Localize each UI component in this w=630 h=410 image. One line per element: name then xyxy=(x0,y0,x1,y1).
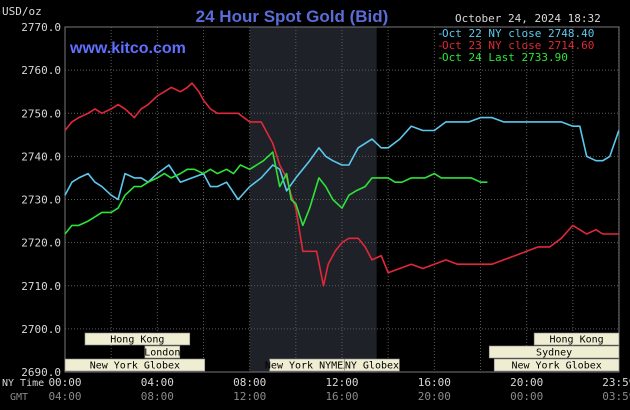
website-watermark: www.kitco.com xyxy=(69,40,186,57)
y-axis-unit: USD/oz xyxy=(2,5,42,18)
x-tick-label-gmt: 20:00 xyxy=(418,390,451,403)
grid-layer xyxy=(64,26,620,373)
market-session-0: Hong Kong xyxy=(84,332,191,346)
market-session-label: New York Globex xyxy=(90,361,180,372)
legend-entry-oct22: Oct 22 NY close 2748.40 xyxy=(442,27,594,40)
x-tick-label-ny: 20:00 xyxy=(510,376,543,389)
series-line-oct24 xyxy=(64,151,488,235)
market-session-box xyxy=(84,332,191,346)
x-tick-label-ny: 23:59 xyxy=(602,376,630,389)
x-tick-label-gmt: 04:00 xyxy=(48,390,81,403)
series-line-oct22 xyxy=(64,116,620,201)
ny-time-row-label: NY Time xyxy=(2,378,44,389)
y-tick-labels: 2690.0 2700.0 2710.0 2720.0 2730.0 2740.0 2750… xyxy=(21,21,61,379)
x-tick-labels: 00:0004:0004:0008:0008:0012:0012:0016:00… xyxy=(48,376,630,403)
market-session-label: Hong Kong xyxy=(549,335,603,346)
market-session-label: NY Globex xyxy=(345,361,399,372)
x-tick-label-ny: 04:00 xyxy=(141,376,174,389)
plot-frame xyxy=(64,26,620,373)
y-tick-label: 2700.0 xyxy=(21,323,61,336)
legend-entry-oct24: Oct 24 Last 2733.90 xyxy=(442,51,568,64)
x-tick-label-gmt: 08:00 xyxy=(141,390,174,403)
y-tick-label: 2720.0 xyxy=(21,237,61,250)
y-tick-label: 2740.0 xyxy=(21,150,61,163)
x-tick-label-gmt: 12:00 xyxy=(233,390,266,403)
y-tick-label: 2730.0 xyxy=(21,194,61,207)
market-session-box xyxy=(144,345,181,359)
series-layer xyxy=(64,82,620,287)
y-tick-label: 2760.0 xyxy=(21,64,61,77)
x-tick-label-ny: 00:00 xyxy=(48,376,81,389)
x-tick-label-ny: 08:00 xyxy=(233,376,266,389)
y-tick-label: 2690.0 xyxy=(21,366,61,379)
market-session-3: Sydney xyxy=(488,345,620,359)
market-session-label: New York NYMEX xyxy=(265,361,349,372)
market-session-box xyxy=(533,332,620,346)
market-session-label: Sydney xyxy=(536,348,572,359)
market-session-6: NY Globex xyxy=(344,358,400,372)
series-line-oct23 xyxy=(64,82,619,287)
market-session-4: New York Globex xyxy=(64,358,206,372)
x-tick-label-gmt: 03:59 xyxy=(602,390,630,403)
x-tick-label-gmt: 00:00 xyxy=(510,390,543,403)
x-tick-label-ny: 12:00 xyxy=(325,376,358,389)
gmt-row-label: GMT xyxy=(10,392,28,403)
chart-title: 24 Hour Spot Gold (Bid) xyxy=(196,7,389,26)
legend: Oct 22 NY close 2748.40 Oct 23 NY close … xyxy=(442,27,594,64)
market-session-label: London xyxy=(144,348,180,359)
market-session-box xyxy=(488,345,620,359)
legend-dash-oct22: - xyxy=(437,27,444,40)
chart-date: October 24, 2024 18:32 xyxy=(455,12,601,25)
legend-dash-oct23: - xyxy=(437,39,444,52)
y-tick-label: 2710.0 xyxy=(21,280,61,293)
market-session-box xyxy=(64,358,206,372)
y-tick-label: 2750.0 xyxy=(21,107,61,120)
x-tick-label-gmt: 16:00 xyxy=(325,390,358,403)
market-session-2: Hong Kong xyxy=(533,332,620,346)
y-tick-label: 2770.0 xyxy=(21,21,61,34)
market-session-7: New York Globex xyxy=(493,358,620,372)
market-session-box xyxy=(493,358,620,372)
legend-entry-oct23: Oct 23 NY close 2714.60 xyxy=(442,39,594,52)
market-sessions-layer: Hong Kong London Hong Kong Sydney New York G… xyxy=(64,332,620,372)
market-session-1: London xyxy=(144,345,181,359)
market-session-5: New York NYMEX xyxy=(265,358,349,372)
market-session-label: Hong Kong xyxy=(110,335,164,346)
market-session-label: New York Globex xyxy=(511,361,601,372)
x-tick-label-ny: 16:00 xyxy=(418,376,451,389)
legend-dash-oct24: - xyxy=(437,51,444,64)
market-session-box xyxy=(344,358,400,372)
